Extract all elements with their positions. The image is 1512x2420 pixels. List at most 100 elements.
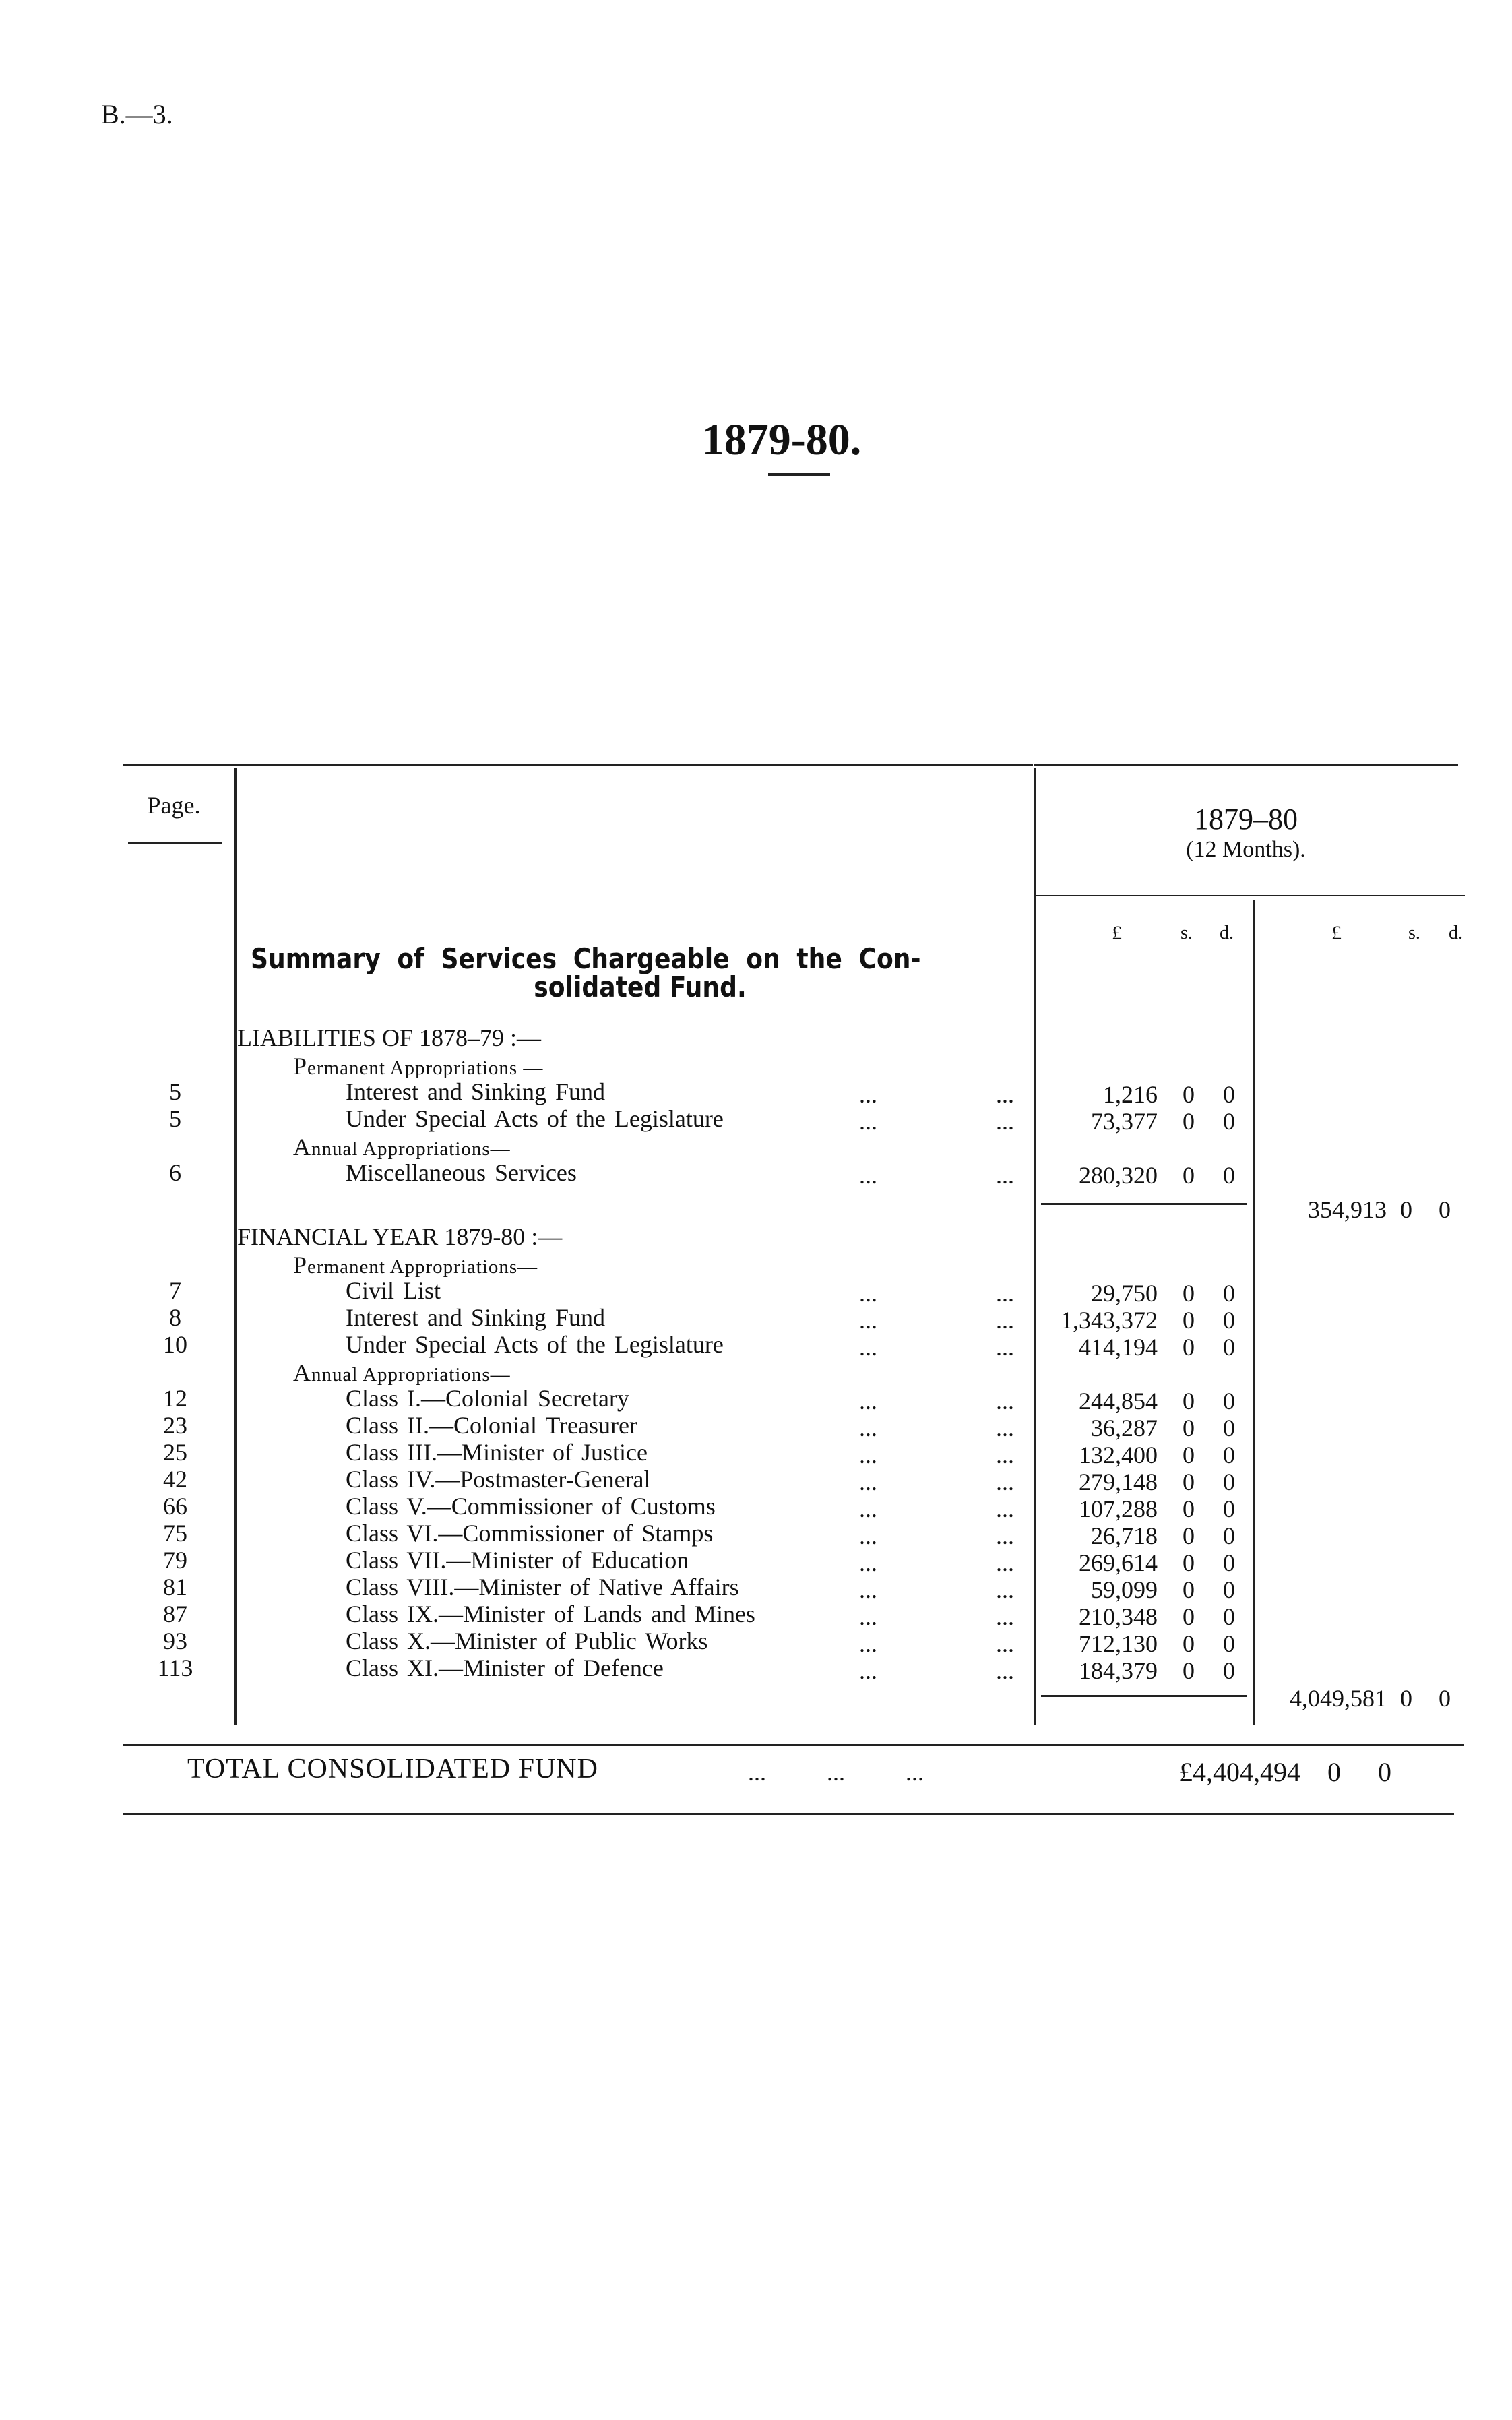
- page-number: 10: [163, 1331, 187, 1358]
- item-shillings: 0: [1183, 1441, 1195, 1468]
- item-amount: 712,130: [1079, 1630, 1158, 1657]
- item-label: Interest and Sinking Fund: [346, 1304, 605, 1331]
- page-number: 6: [169, 1159, 181, 1186]
- leader-dots: ...: [996, 1162, 1014, 1189]
- page-number: 93: [163, 1627, 187, 1654]
- section-total-pence: 0: [1439, 1685, 1451, 1712]
- period-subheader: (12 Months).: [1186, 837, 1306, 862]
- item-label: Under Special Acts of the Legislature: [346, 1331, 724, 1358]
- item-shillings: 0: [1183, 1388, 1195, 1415]
- item-amount: 1,343,372: [1061, 1307, 1158, 1334]
- group-heading: Permanent Appropriations—: [293, 1251, 538, 1278]
- item-shillings: 0: [1183, 1495, 1195, 1522]
- group-heading: Annual Appropriations—: [293, 1134, 511, 1160]
- leader-dots: ...: [859, 1388, 877, 1415]
- item-amount: 107,288: [1079, 1495, 1158, 1522]
- leader-dots: ...: [859, 1441, 877, 1468]
- leader-dots: ...: [996, 1415, 1014, 1441]
- leader-dots: ...: [996, 1495, 1014, 1522]
- item-label: Class V.—Commissioner of Customs: [346, 1493, 716, 1520]
- pence-header: d.: [1449, 923, 1463, 943]
- item-amount: 26,718: [1091, 1522, 1158, 1549]
- leader-dots: ... ... ...: [748, 1759, 924, 1786]
- item-shillings: 0: [1183, 1415, 1195, 1441]
- section-total-amount: 354,913: [1308, 1196, 1387, 1223]
- item-pence: 0: [1223, 1081, 1235, 1108]
- leader-dots: ...: [996, 1441, 1014, 1468]
- item-shillings: 0: [1183, 1162, 1195, 1189]
- page-number: 87: [163, 1601, 187, 1627]
- grand-total-label: TOTAL CONSOLIDATED FUND: [187, 1754, 598, 1785]
- summary-title: Summary of Services Chargeable on the Co…: [251, 942, 921, 975]
- item-shillings: 0: [1183, 1576, 1195, 1603]
- pounds-header: £: [1331, 922, 1342, 944]
- page-column-header: Page.: [147, 792, 201, 819]
- item-amount: 279,148: [1079, 1468, 1158, 1495]
- item-amount: 184,379: [1079, 1657, 1158, 1684]
- item-amount: 36,287: [1091, 1415, 1158, 1441]
- page-number: 79: [163, 1547, 187, 1574]
- item-pence: 0: [1223, 1576, 1235, 1603]
- item-label: Class XI.—Minister of Defence: [346, 1654, 664, 1681]
- item-label: Interest and Sinking Fund: [346, 1078, 605, 1105]
- item-shillings: 0: [1183, 1334, 1195, 1361]
- table-top-rule: [123, 764, 1033, 766]
- leader-dots: ...: [859, 1603, 877, 1630]
- item-pence: 0: [1223, 1162, 1235, 1189]
- item-shillings: 0: [1183, 1108, 1195, 1135]
- page-number: 66: [163, 1493, 187, 1520]
- item-pence: 0: [1223, 1522, 1235, 1549]
- item-shillings: 0: [1183, 1468, 1195, 1495]
- item-label: Class VI.—Commissioner of Stamps: [346, 1520, 714, 1547]
- item-pence: 0: [1223, 1280, 1235, 1307]
- column-divider: [1034, 768, 1036, 1725]
- leader-dots: ...: [996, 1307, 1014, 1334]
- leader-dots: ...: [996, 1388, 1014, 1415]
- item-amount: 244,854: [1079, 1388, 1158, 1415]
- page-header-rule: [128, 842, 222, 844]
- summary-title-cont: solidated Fund.: [534, 970, 747, 1003]
- leader-dots: ...: [859, 1415, 877, 1441]
- item-pence: 0: [1223, 1468, 1235, 1495]
- pounds-header: £: [1112, 922, 1122, 944]
- item-pence: 0: [1223, 1630, 1235, 1657]
- section-total-amount: 4,049,581: [1290, 1685, 1387, 1712]
- item-shillings: 0: [1183, 1307, 1195, 1334]
- column-divider: [234, 768, 237, 1725]
- grand-total-top-rule: [123, 1744, 1464, 1746]
- leader-dots: ...: [859, 1495, 877, 1522]
- leader-dots: ...: [996, 1334, 1014, 1361]
- leader-dots: ...: [996, 1603, 1014, 1630]
- section-total-shillings: 0: [1400, 1196, 1412, 1223]
- grand-total-shillings: 0: [1327, 1757, 1341, 1787]
- item-pence: 0: [1223, 1603, 1235, 1630]
- leader-dots: ...: [996, 1576, 1014, 1603]
- section-heading: FINANCIAL YEAR 1879-80 :—: [237, 1223, 563, 1250]
- leader-dots: ...: [859, 1108, 877, 1135]
- item-label: Class II.—Colonial Treasurer: [346, 1412, 637, 1439]
- item-amount: 132,400: [1079, 1441, 1158, 1468]
- item-label: Civil List: [346, 1277, 441, 1304]
- leader-dots: ...: [859, 1630, 877, 1657]
- item-pence: 0: [1223, 1108, 1235, 1135]
- table-top-rule-right: [1034, 764, 1458, 766]
- leader-dots: ...: [996, 1549, 1014, 1576]
- title-underline: [768, 473, 830, 476]
- item-label: Miscellaneous Services: [346, 1159, 577, 1186]
- item-pence: 0: [1223, 1415, 1235, 1441]
- group-heading: Annual Appropriations—: [293, 1359, 511, 1386]
- leader-dots: ...: [859, 1549, 877, 1576]
- leader-dots: ...: [859, 1522, 877, 1549]
- leader-dots: ...: [996, 1630, 1014, 1657]
- page-number: 8: [169, 1304, 181, 1331]
- leader-dots: ...: [996, 1468, 1014, 1495]
- item-label: Class IV.—Postmaster-General: [346, 1466, 651, 1493]
- item-label: Class IX.—Minister of Lands and Mines: [346, 1601, 755, 1627]
- column-divider: [1253, 900, 1255, 1725]
- leader-dots: ...: [996, 1108, 1014, 1135]
- item-shillings: 0: [1183, 1522, 1195, 1549]
- item-label: Class III.—Minister of Justice: [346, 1439, 648, 1466]
- period-header: 1879–80: [1194, 803, 1298, 836]
- page-number: 5: [169, 1105, 181, 1132]
